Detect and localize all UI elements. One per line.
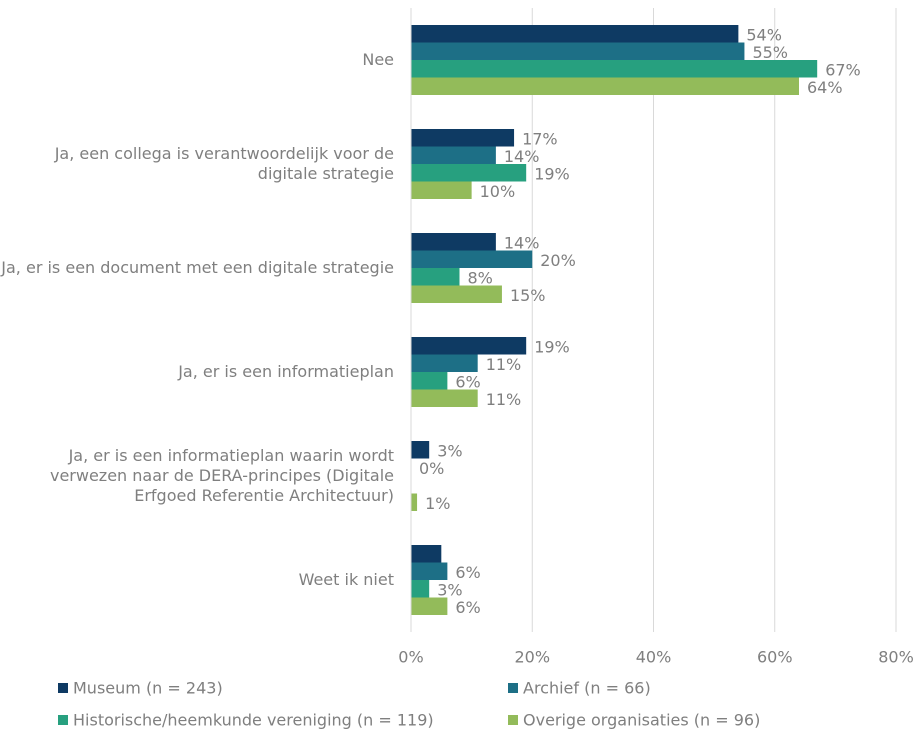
- legend-swatch: [508, 683, 518, 693]
- x-tick-label: 20%: [514, 648, 550, 667]
- bar: [411, 146, 496, 164]
- bar: [411, 354, 478, 372]
- bar: [411, 441, 430, 459]
- data-label: 10%: [480, 182, 516, 201]
- legend-swatch: [58, 683, 68, 693]
- bar: [411, 164, 527, 182]
- data-label: 11%: [486, 355, 522, 374]
- bar: [411, 42, 745, 60]
- bar: [411, 372, 448, 390]
- bar: [411, 597, 448, 615]
- legend-label: Historische/heemkunde vereniging (n = 11…: [73, 711, 434, 730]
- data-label: 3%: [437, 580, 462, 599]
- bar: [411, 285, 502, 303]
- bar: [411, 562, 448, 580]
- bar: [411, 250, 533, 268]
- category-label: Ja, er is een informatieplan: [178, 362, 394, 381]
- data-label: 0%: [419, 459, 444, 478]
- data-label: 14%: [504, 233, 540, 252]
- bar: [411, 181, 472, 199]
- data-label: 14%: [504, 147, 540, 166]
- bar: [411, 337, 527, 355]
- x-tick-label: 40%: [636, 648, 672, 667]
- data-label: 20%: [540, 251, 576, 270]
- data-label: 67%: [825, 60, 861, 79]
- bar: [411, 77, 799, 95]
- legend-swatch: [508, 715, 518, 725]
- legend-swatch: [58, 715, 68, 725]
- x-tick-label: 0%: [398, 648, 423, 667]
- category-label: Ja, een collega is verantwoordelijk voor…: [54, 144, 394, 183]
- x-tick-label: 80%: [878, 648, 914, 667]
- data-label: 64%: [807, 78, 843, 97]
- legend-label: Overige organisaties (n = 96): [523, 711, 760, 730]
- data-label: 17%: [522, 129, 558, 148]
- data-label: 6%: [455, 372, 480, 391]
- bar: [411, 389, 478, 407]
- category-label: Ja, er is een informatieplan waarin word…: [49, 446, 394, 505]
- x-tick-label: 60%: [757, 648, 793, 667]
- bar: [411, 580, 430, 598]
- data-label: 3%: [437, 441, 462, 460]
- bar: [411, 129, 515, 147]
- bar: [411, 493, 418, 511]
- data-label: 6%: [455, 563, 480, 582]
- data-label: 1%: [425, 494, 450, 513]
- data-label: 11%: [486, 390, 522, 409]
- data-label: 54%: [746, 25, 782, 44]
- data-label: 6%: [455, 598, 480, 617]
- legend-label: Archief (n = 66): [523, 679, 651, 698]
- data-label: 8%: [468, 268, 493, 287]
- legend-label: Museum (n = 243): [73, 679, 223, 698]
- data-label: 19%: [534, 164, 570, 183]
- bar: [411, 233, 496, 251]
- data-label: 15%: [510, 286, 546, 305]
- data-label: 19%: [534, 337, 570, 356]
- category-label: Nee: [362, 50, 394, 69]
- category-label: Ja, er is een document met een digitale …: [1, 258, 394, 277]
- category-label: Weet ik niet: [298, 570, 394, 589]
- bar: [411, 25, 739, 43]
- bar: [411, 545, 442, 563]
- bar: [411, 268, 460, 286]
- bar: [411, 60, 818, 78]
- data-label: 55%: [752, 43, 788, 62]
